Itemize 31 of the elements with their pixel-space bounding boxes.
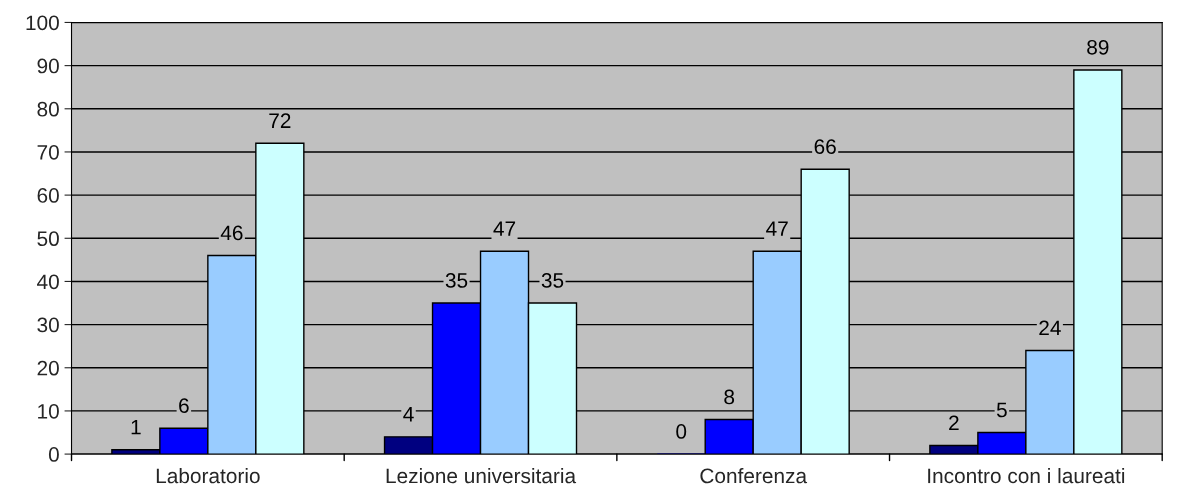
data-label: 24: [1039, 320, 1061, 336]
y-tick-label: 80: [37, 101, 59, 117]
y-tick-label: 70: [37, 144, 59, 160]
x-tick-label: Conferenza: [700, 468, 808, 484]
data-label: 5: [996, 402, 1007, 418]
data-label: 47: [493, 221, 516, 236]
y-tick-label: 30: [37, 317, 59, 333]
y-tick-label: 60: [37, 188, 59, 203]
data-label: 72: [269, 113, 291, 128]
data-label: 8: [724, 389, 735, 405]
data-label: 46: [220, 225, 243, 241]
x-tick-label: Laboratorio: [156, 467, 260, 484]
y-tick-label: 90: [37, 58, 59, 74]
y-tick-label: 50: [37, 231, 59, 247]
data-label: 35: [541, 273, 564, 288]
data-label: 2: [949, 415, 959, 431]
x-tick-label: Incontro con i laureati: [928, 467, 1125, 484]
y-tick-label: 20: [37, 360, 59, 376]
data-label: 66: [814, 139, 836, 154]
x-tick-label: Lezione universitaria: [386, 467, 577, 484]
data-label: 47: [766, 221, 788, 236]
y-tick-label: 100: [26, 15, 59, 31]
data-label: 6: [179, 398, 189, 413]
y-tick-label: 0: [48, 447, 59, 462]
data-label: 0: [676, 424, 687, 439]
y-tick-label: 40: [37, 274, 59, 290]
y-tick-label: 10: [38, 403, 59, 419]
data-label: 89: [1087, 39, 1109, 55]
data-label: 4: [403, 407, 414, 422]
data-label: 1: [131, 420, 141, 435]
data-label: 35: [445, 273, 468, 288]
